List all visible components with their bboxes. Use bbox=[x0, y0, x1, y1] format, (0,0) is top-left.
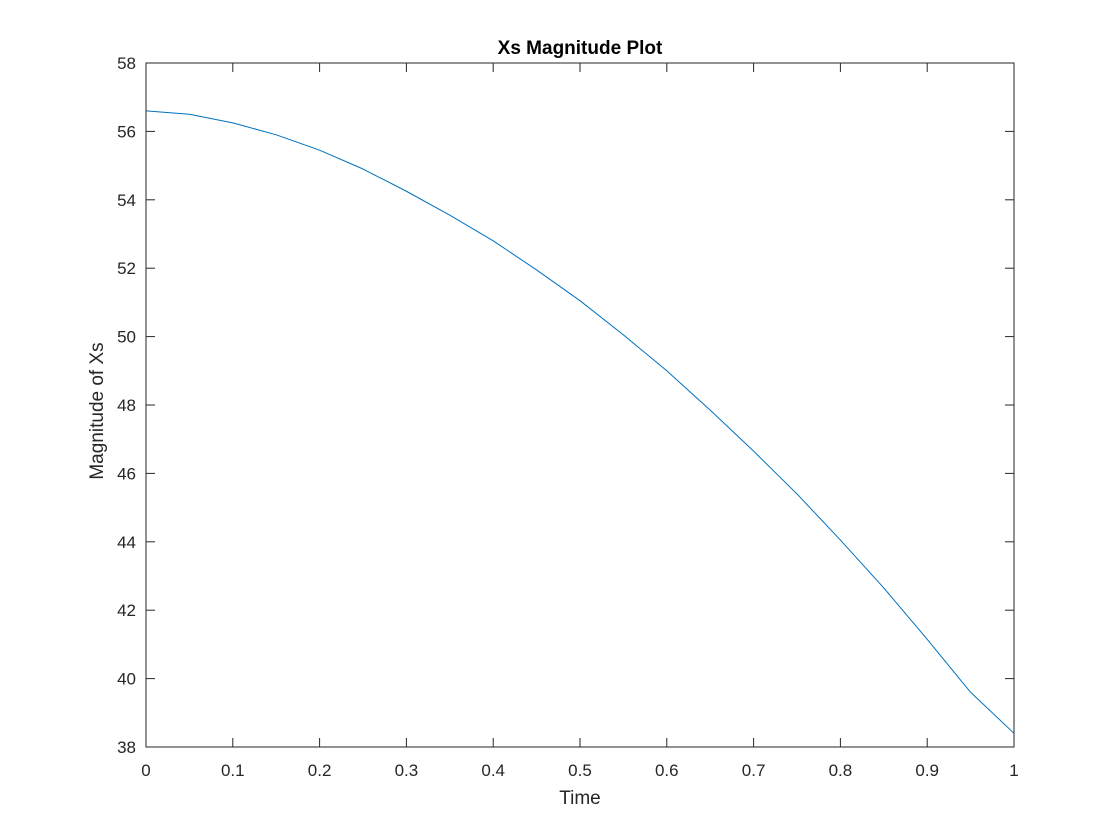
x-tick-label: 0.4 bbox=[481, 761, 505, 780]
y-tick-label: 38 bbox=[117, 738, 136, 757]
plot-area bbox=[146, 63, 1014, 747]
x-axis-label: Time bbox=[559, 788, 601, 809]
y-tick-label: 48 bbox=[117, 396, 136, 415]
y-tick-label: 58 bbox=[117, 54, 136, 73]
x-tick-label: 0.5 bbox=[568, 761, 592, 780]
x-tick-label: 0.8 bbox=[829, 761, 853, 780]
x-tick-label: 0.6 bbox=[655, 761, 679, 780]
y-axis-label: Magnitude of Xs bbox=[87, 342, 108, 479]
y-tick-label: 46 bbox=[117, 464, 136, 483]
series-line-0 bbox=[145, 110, 1015, 734]
y-tick-label: 44 bbox=[117, 533, 136, 552]
chart-title: Xs Magnitude Plot bbox=[498, 38, 663, 59]
x-tick-label: 0 bbox=[141, 761, 150, 780]
x-tick-label: 0.2 bbox=[308, 761, 332, 780]
y-tick-label: 54 bbox=[117, 191, 136, 210]
x-tick-label: 0.1 bbox=[221, 761, 245, 780]
y-tick-label: 52 bbox=[117, 259, 136, 278]
x-tick-label: 0.7 bbox=[742, 761, 766, 780]
x-tick-label: 0.3 bbox=[395, 761, 419, 780]
y-tick-label: 50 bbox=[117, 328, 136, 347]
x-tick-label: 0.9 bbox=[915, 761, 939, 780]
y-tick-label: 42 bbox=[117, 601, 136, 620]
y-tick-label: 56 bbox=[117, 122, 136, 141]
y-tick-label: 40 bbox=[117, 670, 136, 689]
x-tick-label: 1 bbox=[1009, 761, 1018, 780]
